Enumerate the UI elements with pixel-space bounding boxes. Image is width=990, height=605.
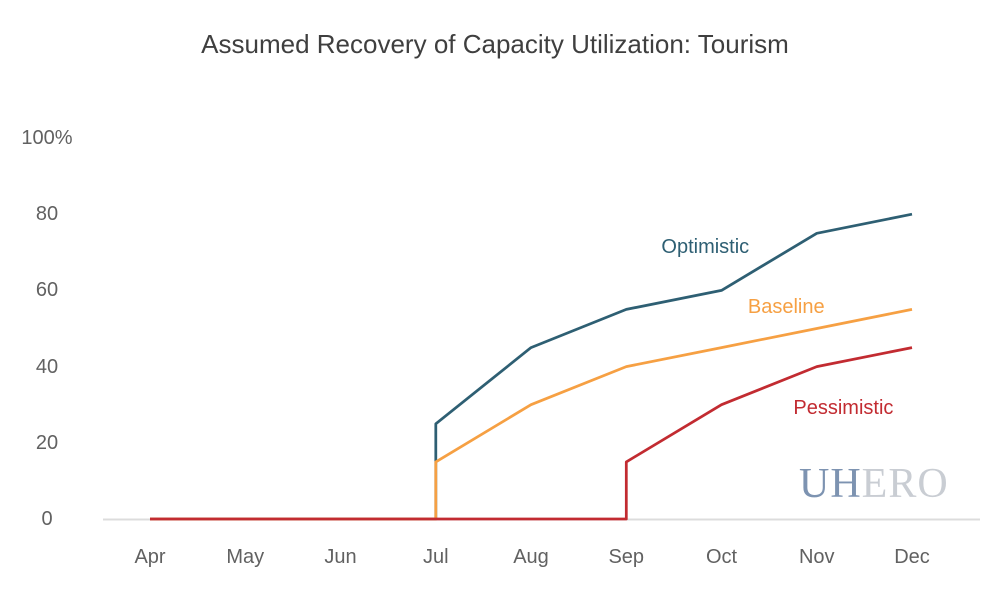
y-tick-label-40: 40 [35, 355, 59, 378]
x-tick-label-sep: Sep [608, 546, 645, 568]
x-tick-label-jul: Jul [422, 546, 449, 568]
series-line-pessimistic [150, 346, 913, 521]
uhero-logo-ero: ERO [861, 461, 949, 507]
chart-title: Assumed Recovery of Capacity Utilization… [201, 29, 789, 59]
x-tick-label-nov: Nov [798, 546, 835, 568]
x-tick-label-may: May [226, 546, 265, 568]
y-tick-label-80: 80 [35, 203, 59, 226]
series-line-optimistic [150, 212, 913, 521]
uhero-logo-uh: UH [799, 461, 862, 507]
y-tick-label-0: 0 [41, 508, 53, 530]
x-tick-label-oct: Oct [705, 546, 738, 568]
y-tick-label-100: 100% [21, 127, 73, 149]
y-tick-label-20: 20 [35, 431, 59, 454]
y-tick-label-60: 60 [35, 279, 59, 302]
series-label-optimistic: Optimistic [661, 235, 750, 258]
series-label-pessimistic: Pessimistic [793, 397, 894, 420]
x-tick-label-apr: Apr [134, 546, 166, 568]
uhero-logo: UHERO [799, 462, 949, 506]
x-tick-label-aug: Aug [513, 546, 549, 568]
x-tick-label-jun: Jun [324, 546, 357, 568]
x-tick-label-dec: Dec [894, 546, 930, 568]
series-label-baseline: Baseline [747, 296, 825, 319]
